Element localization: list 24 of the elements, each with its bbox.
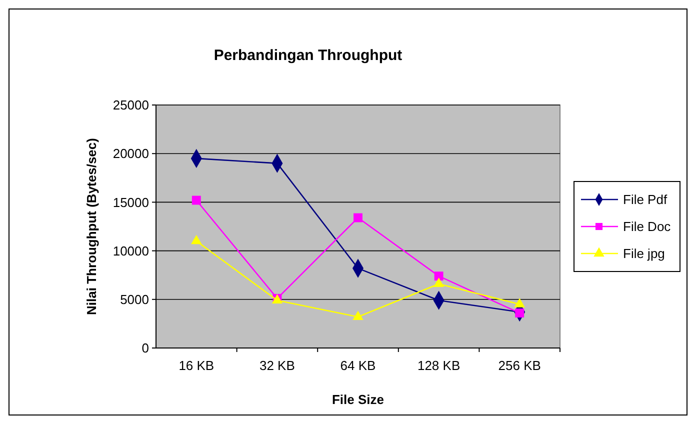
legend-label: File jpg [623,246,665,262]
point [514,298,525,308]
y-axis-title: Nilai Throughput (Bytes/sec) [84,138,99,315]
point [352,310,364,320]
y-tick-label: 20000 [112,146,149,162]
x-tick-label: 64 KB [340,358,376,373]
point [354,213,362,222]
point [191,234,202,244]
y-tick-label: 0 [142,340,149,356]
y-tick-label: 25000 [112,98,149,113]
x-tick-label: 128 KB [417,358,460,373]
y-tick-label: 10000 [112,243,149,258]
point [434,272,444,281]
chart-title: Perbandingan Throughput [214,47,402,64]
y-tick-label: 5000 [120,292,149,307]
point [192,196,201,205]
x-tick-label: 32 KB [259,358,295,373]
point [433,278,444,287]
y-tick-label: 15000 [112,194,149,210]
legend-label: File Doc [623,219,672,234]
x-tick-label: 16 KB [178,358,214,373]
x-axis-title: File Size [332,392,384,407]
x-tick-label: 256 KB [498,358,541,373]
legend-label: File Pdf [623,192,668,208]
